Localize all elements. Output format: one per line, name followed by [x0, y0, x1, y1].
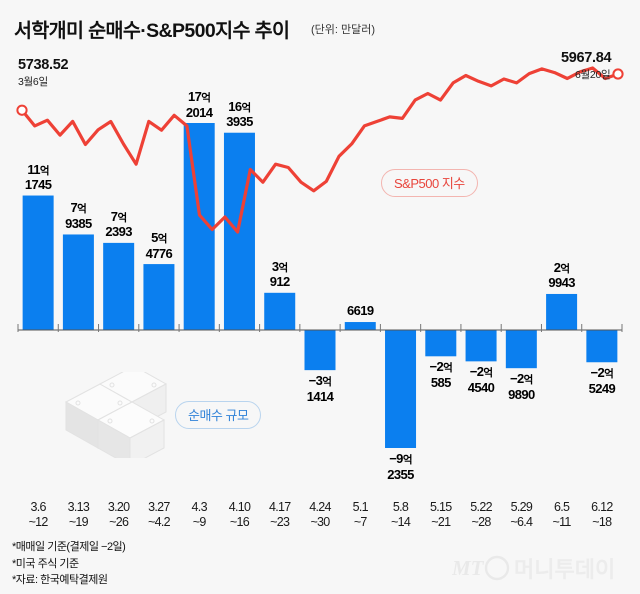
footnote-item: *미국 주식 기준 — [12, 557, 79, 570]
bar — [264, 292, 296, 330]
start-value-label: 5738.52 — [18, 57, 69, 73]
x-axis-label: 4.17 ~23 — [268, 500, 291, 529]
sp500-line-series — [20, 66, 620, 234]
bar-value-label: −3억 1414 — [306, 373, 334, 404]
bar-value-label: 17억 2014 — [185, 89, 213, 120]
x-axis-label: 6.5 ~11 — [552, 500, 572, 529]
x-axis-label: 4.3 ~9 — [191, 500, 208, 529]
bar — [103, 242, 135, 330]
x-axis-label: 6.12 ~18 — [591, 500, 613, 529]
bar-value-label: 5억 4776 — [145, 230, 173, 261]
sp500-line-path — [20, 66, 620, 234]
bar-value-label: −9억 2355 — [387, 451, 414, 482]
x-axis-label: 5.29 ~6.4 — [510, 500, 533, 529]
page-title: 서학개미 순매수·S&P500지수 추이 — [14, 20, 290, 42]
bar — [344, 322, 376, 330]
footnotes: *매매일 기준(결제일 −2일) *미국 주식 기준 *자료: 한국예탁결제원 — [12, 539, 126, 589]
end-point-marker — [612, 68, 624, 80]
end-date-label: 6월20일 — [575, 69, 611, 81]
end-value-label: 5967.84 — [561, 50, 612, 66]
x-axis-label: 5.22 ~28 — [470, 500, 492, 529]
start-date-label: 3월6일 — [18, 76, 48, 88]
bar — [22, 195, 54, 330]
chart-canvas — [16, 66, 624, 448]
footnote-item: *매매일 기준(결제일 −2일) — [12, 541, 126, 553]
bar-series — [22, 123, 618, 448]
bar-value-label: 3억 912 — [269, 258, 290, 290]
footnote-item: *자료: 한국예탁결제원 — [12, 574, 108, 586]
bar-value-label: 7억 9385 — [65, 200, 92, 231]
bar — [425, 330, 457, 357]
legend-sp500-badge[interactable]: S&P500 지수 — [381, 169, 478, 197]
unit-label: (단위: 만달러) — [311, 24, 376, 36]
bar — [505, 330, 537, 369]
bar — [586, 330, 618, 363]
watermark-mt-icon: MT — [452, 556, 485, 580]
bar-value-label: 16억 3935 — [226, 98, 253, 130]
line-endpoint-markers — [16, 68, 624, 116]
x-axis-label: 3.13 ~19 — [67, 500, 90, 529]
watermark: MT 머니투데이 — [451, 551, 630, 585]
bar — [465, 330, 497, 362]
x-axis-label: 4.24 ~30 — [309, 500, 331, 529]
bar — [143, 264, 175, 330]
bar-value-label: 7억 2393 — [105, 208, 132, 240]
bar-value-label: −2억 4540 — [467, 364, 495, 395]
bar-value-label: 2억 9943 — [548, 259, 575, 291]
bar-value-label: 6619 — [347, 303, 374, 319]
bar-value-label: −2억 5249 — [588, 365, 616, 396]
x-axis-label: 5.15 ~21 — [430, 500, 452, 529]
x-axis-label: 3.27 ~4.2 — [147, 500, 171, 529]
x-axis-label: 3.20 ~26 — [107, 500, 130, 529]
bar-value-label: 11억 1745 — [24, 161, 52, 193]
bar — [546, 293, 578, 330]
x-axis-label: 5.8 ~14 — [390, 500, 411, 529]
decorative-blocks-graphic — [64, 372, 168, 458]
x-axis-label: 5.1 ~7 — [352, 500, 369, 529]
x-axis-label: 3.6 ~12 — [28, 500, 49, 529]
legend-netbuy-badge[interactable]: 순매수 규모 — [175, 401, 262, 429]
svg-text:머니투데이: 머니투데이 — [514, 557, 615, 582]
bar-value-label: −2억 9890 — [508, 371, 535, 402]
bar — [62, 234, 94, 330]
start-point-marker — [16, 104, 28, 116]
bar — [223, 132, 255, 330]
x-axis-baseline — [17, 324, 623, 332]
x-axis-label: 4.10 ~16 — [228, 500, 251, 529]
bar — [304, 330, 336, 371]
bar — [385, 330, 417, 448]
bar-value-label: −2억 585 — [429, 359, 453, 390]
